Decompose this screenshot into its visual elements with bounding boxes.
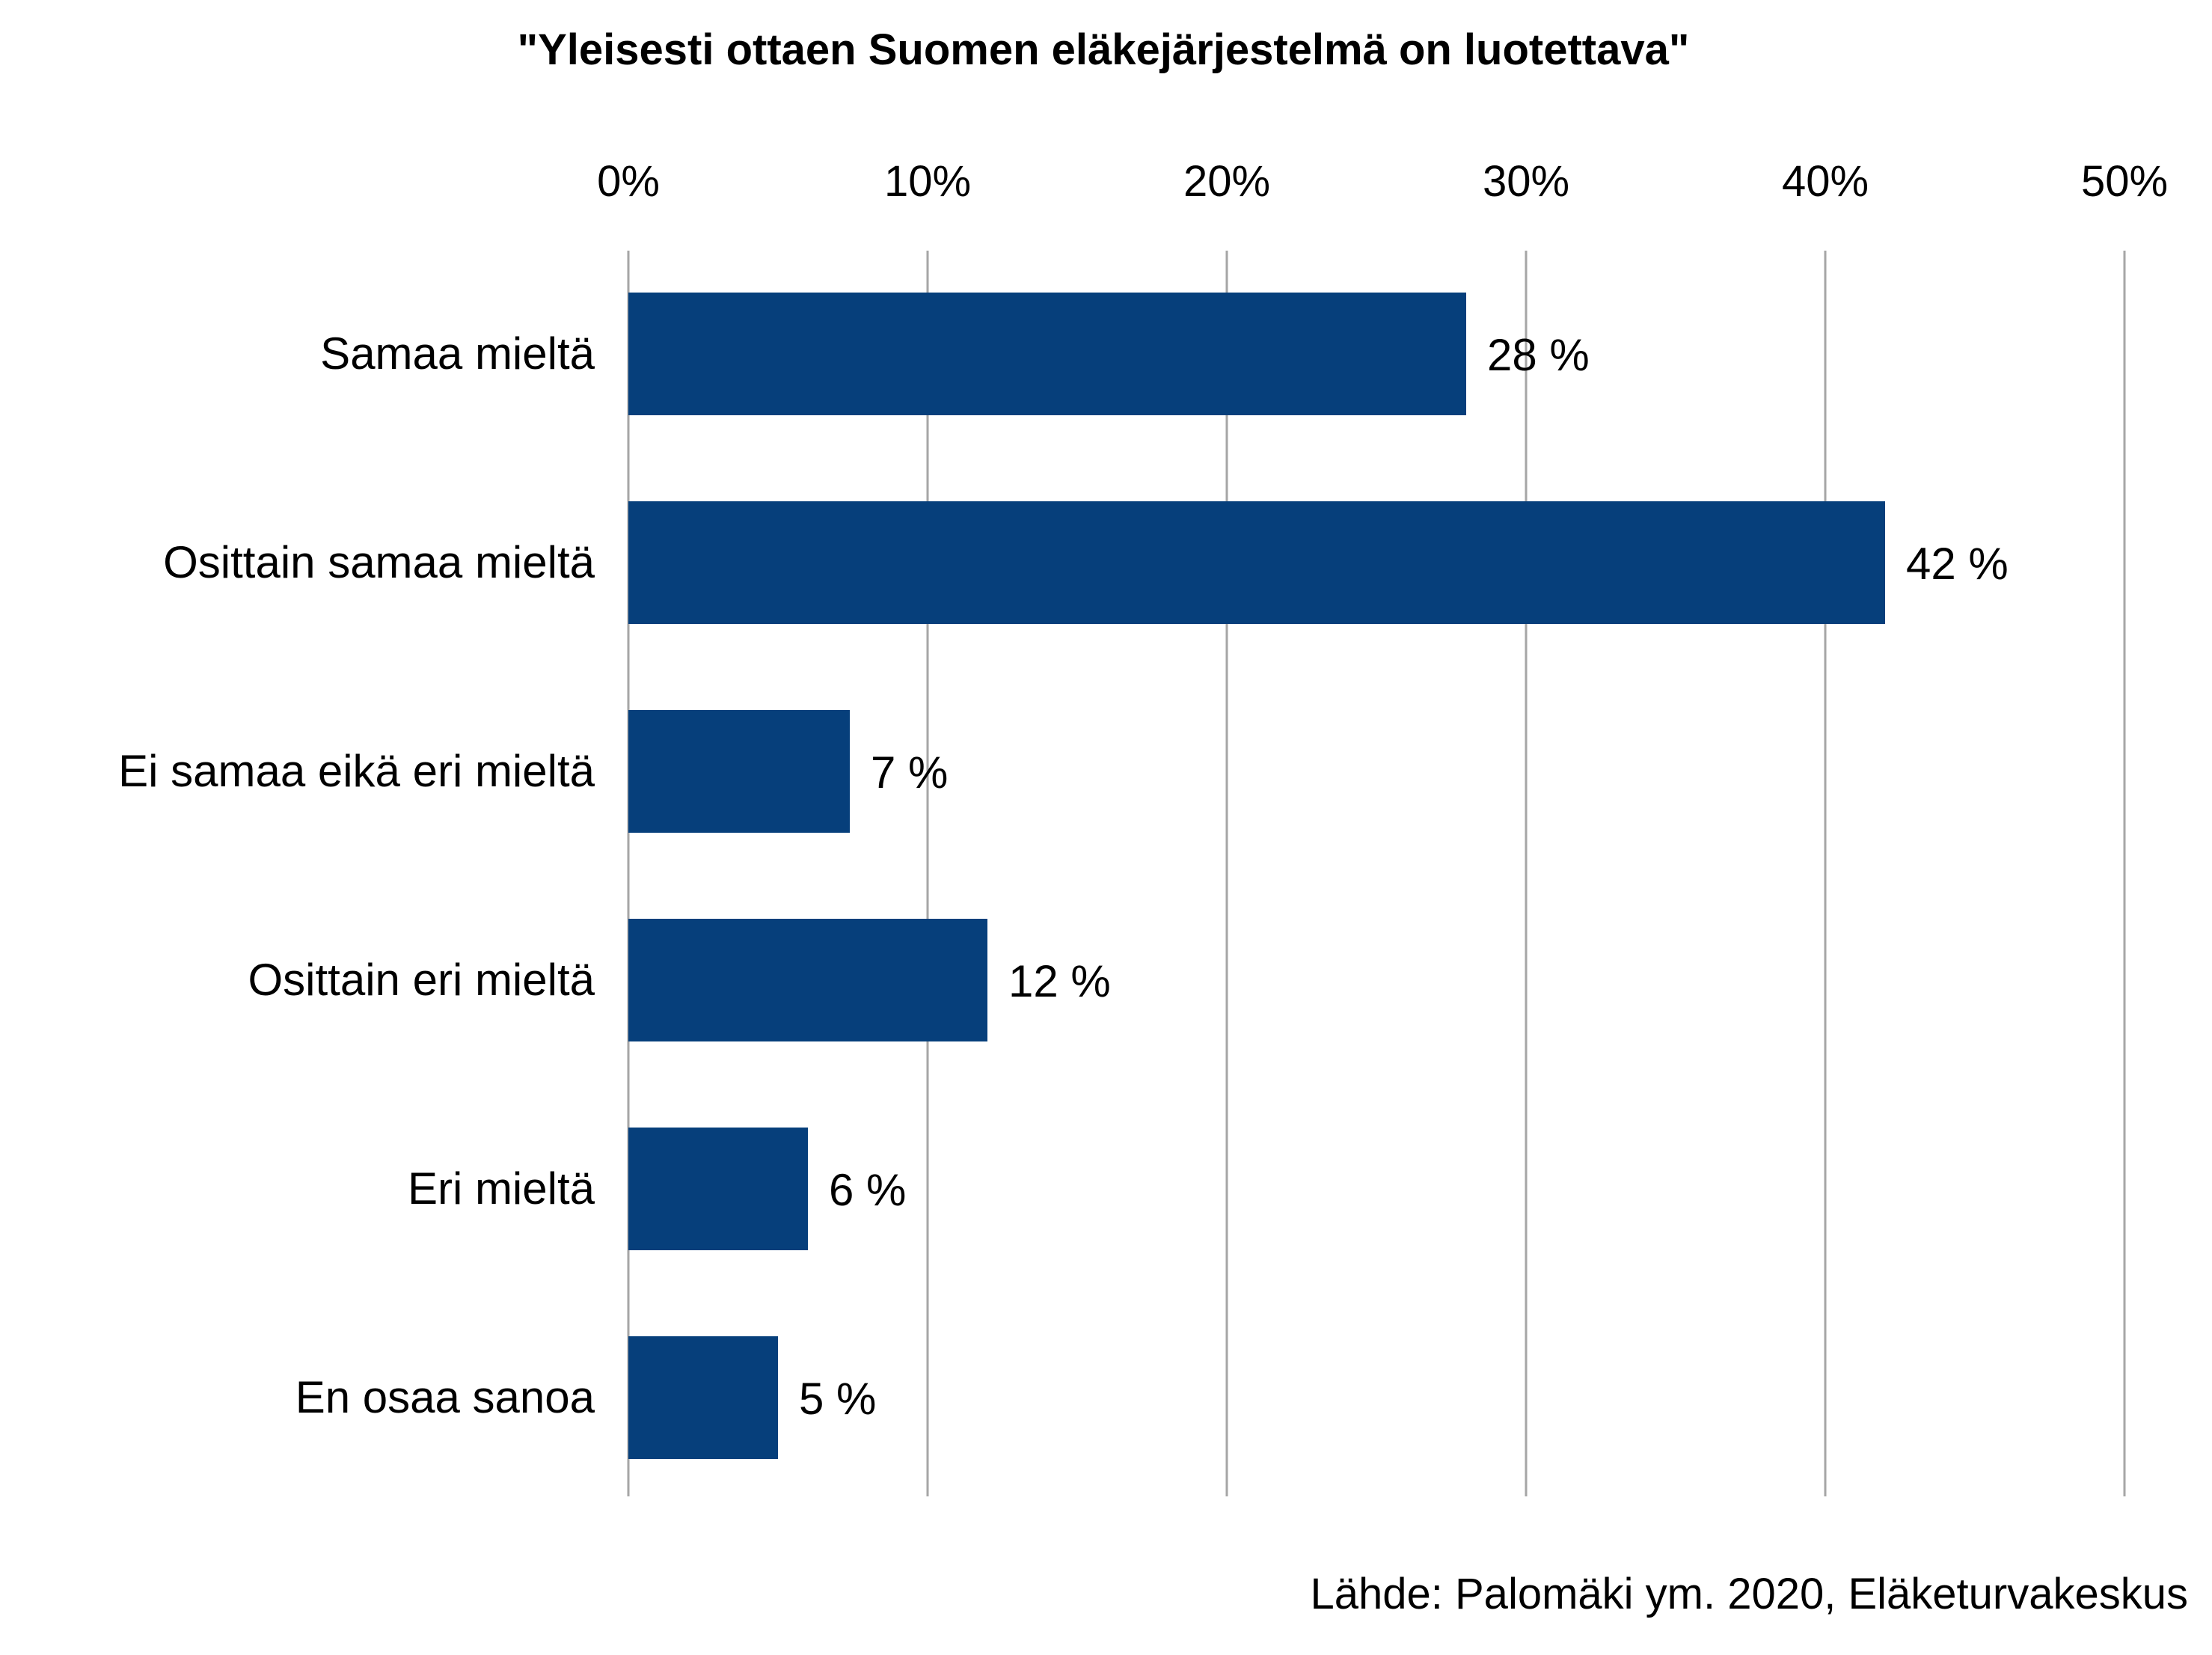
bar	[628, 919, 987, 1041]
bar	[628, 1336, 778, 1459]
x-tick-label: 50%	[2081, 157, 2168, 206]
data-label: 5 %	[799, 1374, 876, 1424]
x-tick-label: 30%	[1483, 157, 1569, 206]
chart-title: "Yleisesti ottaen Suomen eläkejärjestelm…	[518, 25, 1690, 74]
bar	[628, 293, 1466, 415]
data-label: 7 %	[871, 747, 948, 798]
data-label: 28 %	[1487, 330, 1590, 380]
category-label: Ei samaa eikä eri mieltä	[118, 746, 595, 796]
x-tick-label: 0%	[597, 157, 660, 206]
category-label: Osittain samaa mieltä	[163, 537, 595, 587]
category-labels: Samaa mieltä Osittain samaa mieltä Ei sama…	[118, 328, 595, 1422]
x-tick-label: 10%	[884, 157, 971, 206]
category-label: En osaa sanoa	[295, 1372, 595, 1422]
category-label: Samaa mieltä	[320, 328, 595, 379]
category-label: Eri mieltä	[408, 1163, 595, 1214]
data-label: 12 %	[1008, 956, 1111, 1006]
data-labels: 28 % 42 % 7 % 12 % 6 % 5 %	[799, 330, 2009, 1424]
bar	[628, 501, 1885, 624]
category-label: Osittain eri mieltä	[248, 955, 595, 1005]
data-label: 6 %	[829, 1165, 906, 1215]
x-tick-label: 40%	[1782, 157, 1869, 206]
bars	[628, 293, 1885, 1459]
bar	[628, 710, 850, 833]
x-tick-label: 20%	[1183, 157, 1270, 206]
source-note: Lähde: Palomäki ym. 2020, Eläketurvakesk…	[1310, 1570, 2188, 1618]
x-axis-tick-labels: 0% 10% 20% 30% 40% 50%	[597, 157, 2168, 206]
data-label: 42 %	[1906, 539, 2009, 589]
bar	[628, 1128, 808, 1250]
gridlines	[627, 251, 2126, 1496]
